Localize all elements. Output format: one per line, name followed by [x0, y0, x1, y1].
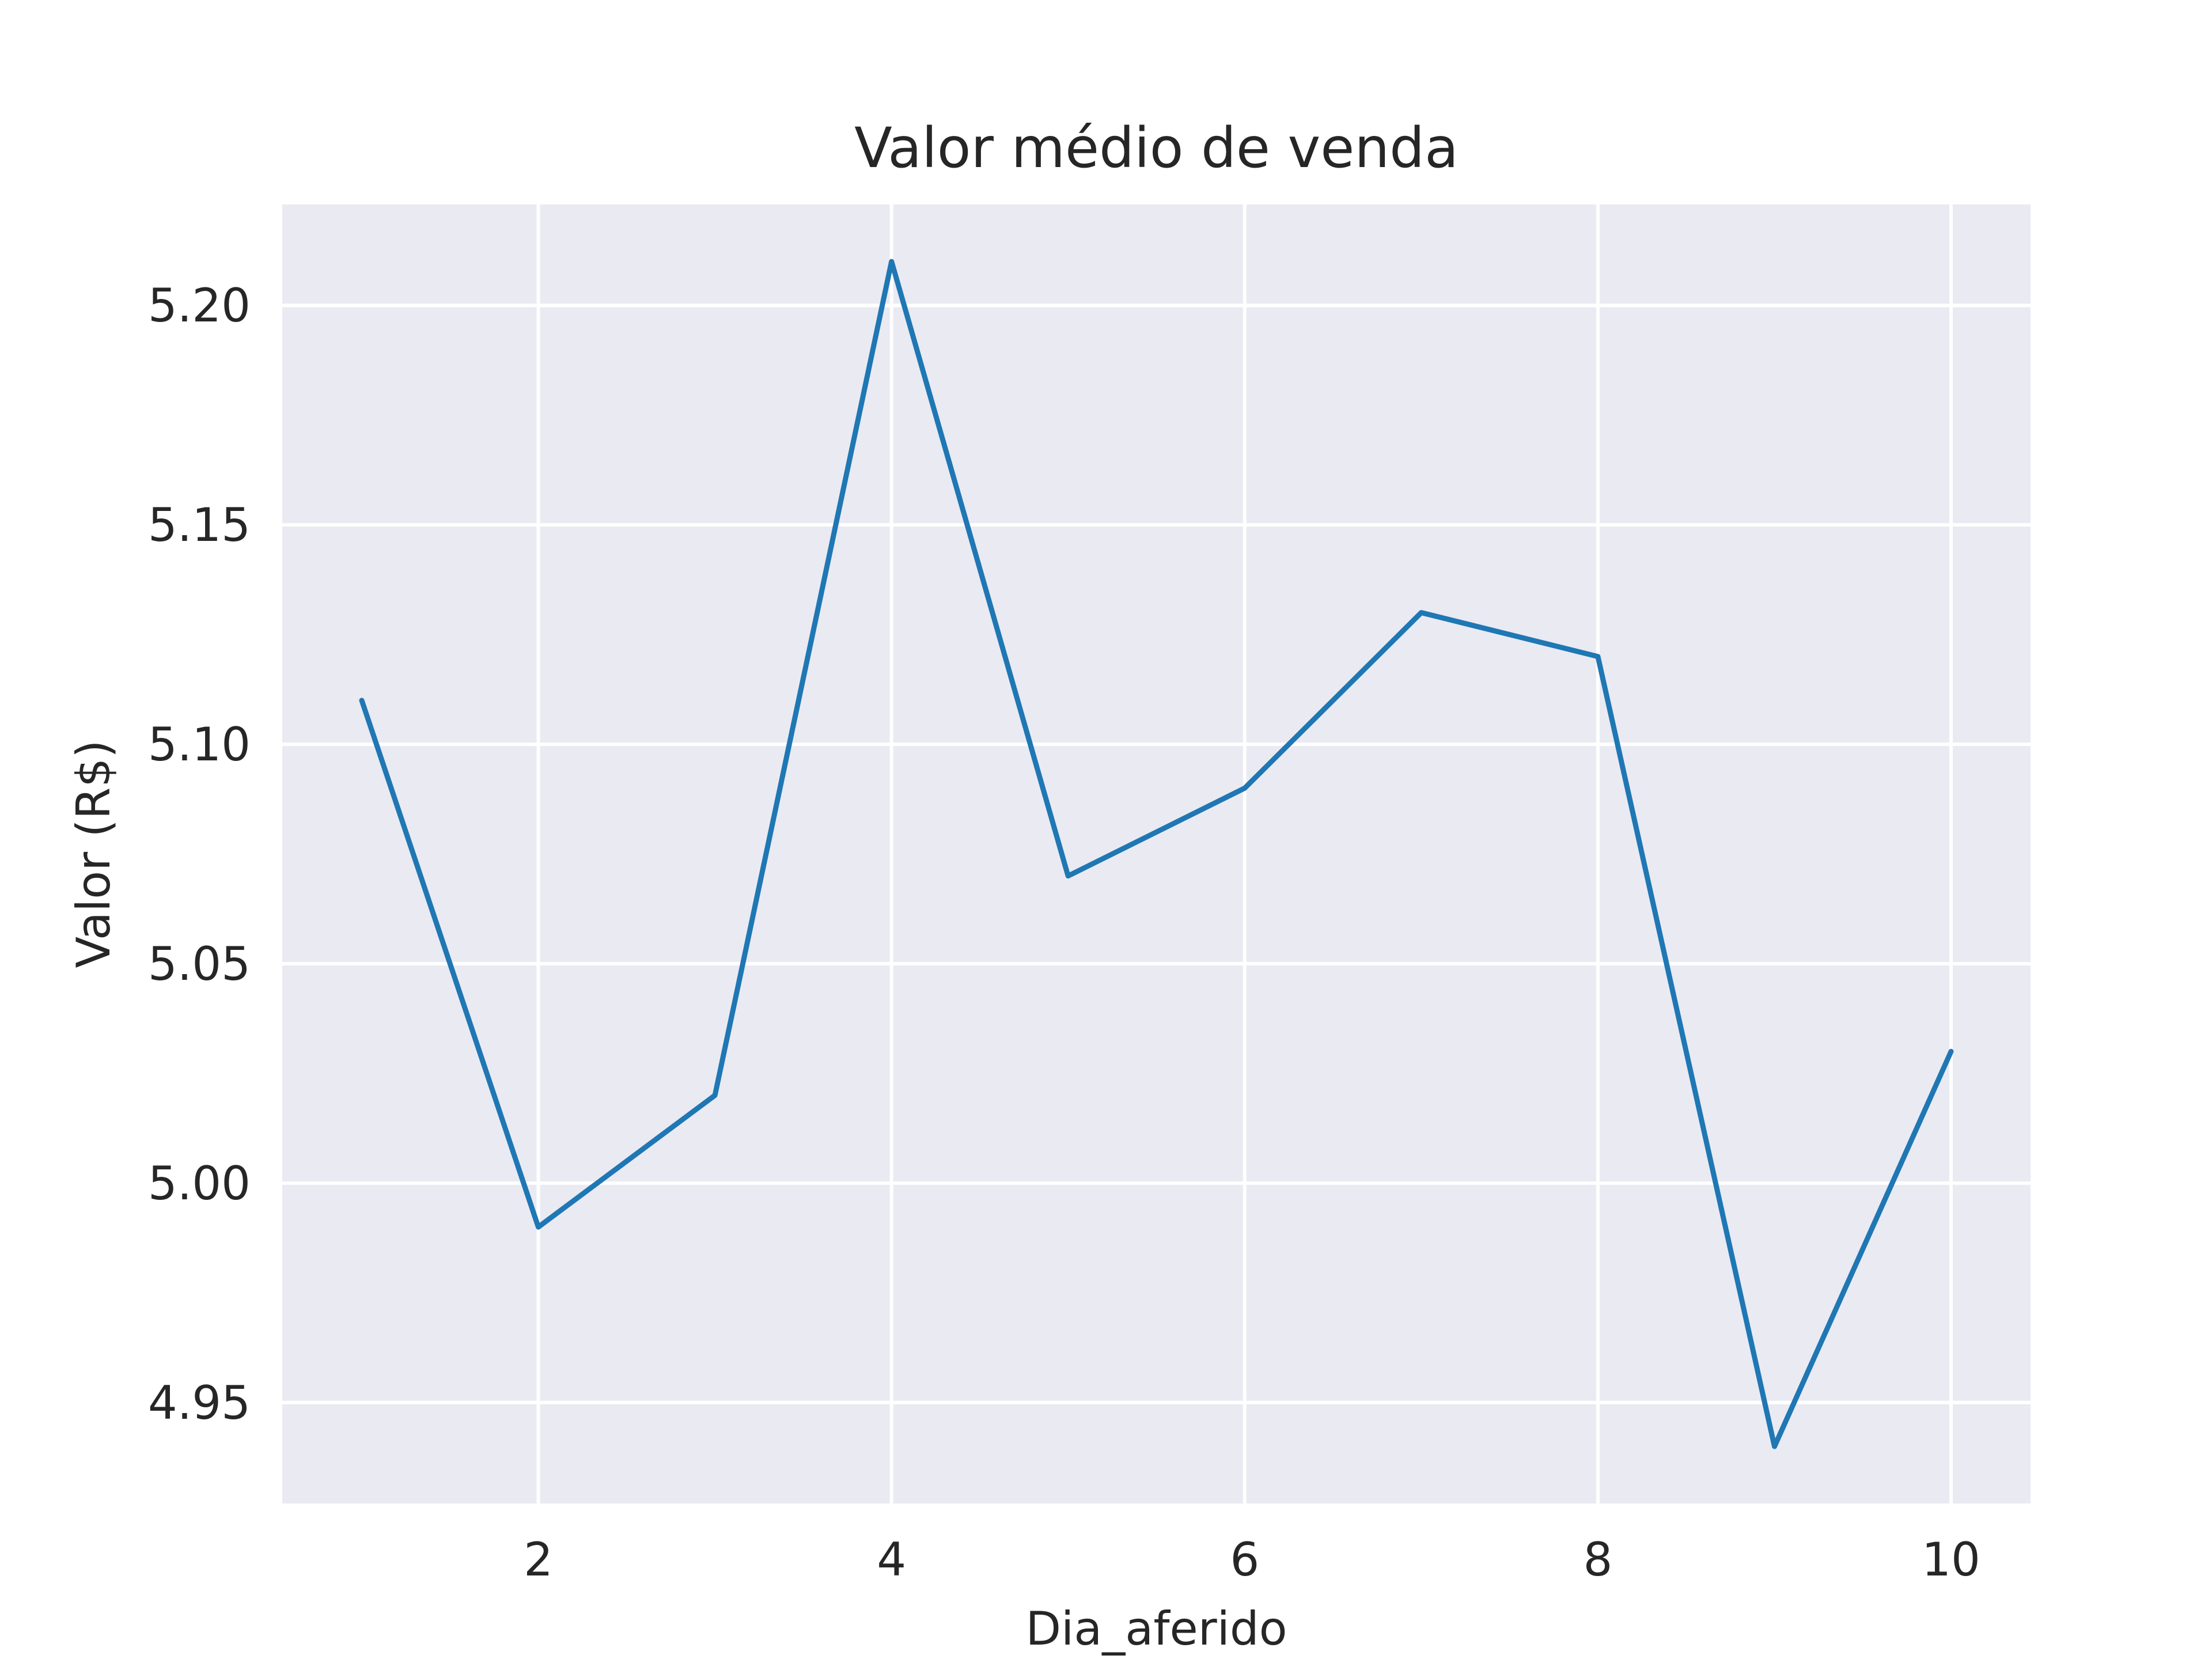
- x-axis-label: Dia_aferido: [1025, 1602, 1287, 1656]
- y-tick-label: 5.20: [148, 279, 251, 332]
- x-tick-label: 6: [1230, 1533, 1259, 1586]
- x-tick-label: 8: [1583, 1533, 1612, 1586]
- x-tick-labels: 2 4 6 8 10: [524, 1533, 1980, 1586]
- y-tick-label: 5.00: [148, 1157, 251, 1210]
- y-axis-label: Valor (R$): [67, 740, 120, 968]
- series-layer: [359, 259, 1954, 1449]
- plot-area: [282, 204, 2031, 1503]
- x-tick-label: 2: [524, 1533, 553, 1586]
- series-line: [359, 259, 1954, 1449]
- y-tick-label: 5.15: [148, 498, 251, 552]
- y-tick-label: 5.05: [148, 937, 251, 991]
- y-tick-labels: 4.95 5.00 5.05 5.10 5.15 5.20: [148, 279, 251, 1430]
- y-tick-label: 5.10: [148, 718, 251, 771]
- x-tick-label: 4: [877, 1533, 906, 1586]
- grid: [282, 204, 2031, 1503]
- x-tick-label: 10: [1922, 1533, 1980, 1586]
- chart-title: Valor médio de venda: [854, 116, 1459, 180]
- y-tick-label: 4.95: [148, 1376, 251, 1430]
